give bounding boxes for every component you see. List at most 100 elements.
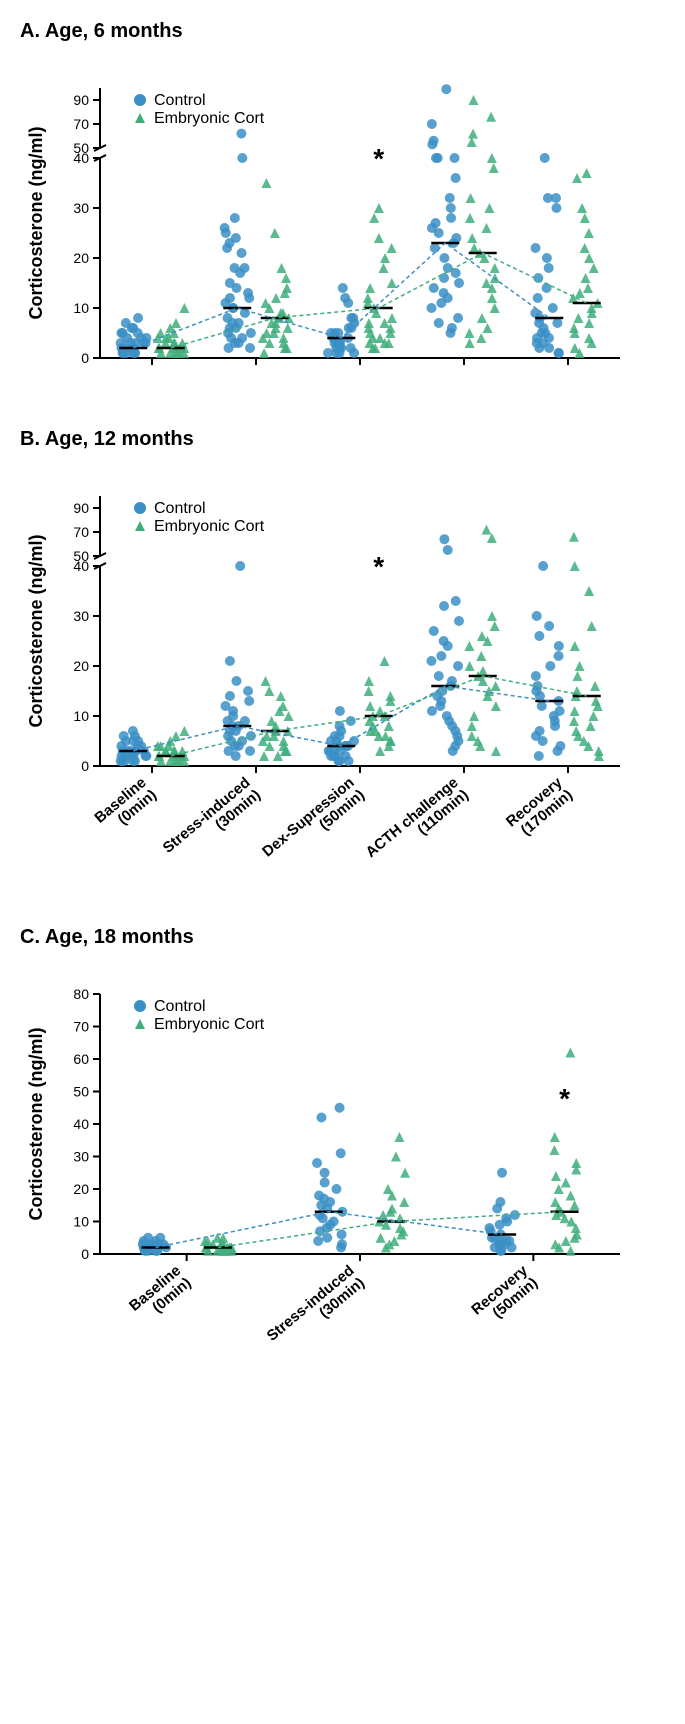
data-point (549, 1145, 559, 1155)
data-point (375, 333, 385, 343)
data-point (551, 193, 561, 203)
data-point (278, 333, 288, 343)
data-point (427, 119, 437, 129)
data-point (336, 1148, 346, 1158)
data-point (346, 313, 356, 323)
data-point (245, 343, 255, 353)
data-point (581, 273, 591, 283)
significance-marker: * (559, 1083, 570, 1114)
data-point (551, 203, 561, 213)
data-point (580, 243, 590, 253)
data-point (468, 95, 478, 105)
data-point (264, 686, 274, 696)
data-point (454, 616, 464, 626)
data-point (537, 701, 547, 711)
data-point (364, 686, 374, 696)
data-point (267, 716, 277, 726)
data-point (387, 243, 397, 253)
data-point (380, 253, 390, 263)
data-point (445, 193, 455, 203)
data-point (487, 293, 497, 303)
data-point (284, 711, 294, 721)
data-point (276, 691, 286, 701)
data-point (584, 253, 594, 263)
data-point (545, 661, 555, 671)
data-point (128, 726, 138, 736)
data-point (364, 676, 374, 686)
svg-text:70: 70 (73, 524, 89, 540)
panel-title: B. Age, 12 months (20, 428, 685, 451)
data-point (391, 1152, 401, 1162)
data-point (430, 243, 440, 253)
data-point (491, 681, 501, 691)
svg-text:0: 0 (81, 1246, 89, 1262)
svg-text:Corticosterone (ng/ml): Corticosterone (ng/ml) (26, 1027, 46, 1220)
data-point (591, 696, 601, 706)
data-point (364, 318, 374, 328)
svg-text:80: 80 (73, 986, 89, 1002)
svg-text:0: 0 (81, 758, 89, 774)
data-point (464, 641, 474, 651)
data-point (230, 263, 240, 273)
data-point (431, 218, 441, 228)
data-point (230, 213, 240, 223)
data-point (561, 1178, 571, 1188)
data-point (447, 676, 457, 686)
data-point (380, 656, 390, 666)
data-point (225, 293, 235, 303)
data-point (127, 323, 137, 333)
data-point (223, 313, 233, 323)
data-point (116, 756, 126, 766)
data-point (484, 203, 494, 213)
data-point (338, 283, 348, 293)
data-point (439, 601, 449, 611)
data-point (484, 1223, 494, 1233)
data-point (490, 263, 500, 273)
data-point (453, 313, 463, 323)
svg-text:90: 90 (73, 92, 89, 108)
data-point (469, 711, 479, 721)
data-point (282, 283, 292, 293)
data-point (431, 153, 441, 163)
data-point (531, 671, 541, 681)
data-point (225, 691, 235, 701)
data-point (531, 243, 541, 253)
data-point (469, 243, 479, 253)
data-point (530, 308, 540, 318)
data-point (439, 534, 449, 544)
data-point (426, 656, 436, 666)
data-point (565, 1048, 575, 1058)
data-point (447, 323, 457, 333)
data-point (385, 691, 395, 701)
data-point (443, 545, 453, 555)
data-point (451, 173, 461, 183)
data-point (584, 333, 594, 343)
data-point (577, 203, 587, 213)
svg-text:70: 70 (73, 116, 89, 132)
data-point (454, 278, 464, 288)
data-point (466, 193, 476, 203)
data-point (369, 213, 379, 223)
data-point (481, 525, 491, 535)
data-point (156, 328, 166, 338)
data-point (453, 661, 463, 671)
data-point (441, 84, 451, 94)
data-point (586, 721, 596, 731)
data-point (337, 1239, 347, 1249)
data-point (261, 676, 271, 686)
data-point (237, 248, 247, 258)
svg-text:Control: Control (154, 998, 206, 1015)
data-point (495, 1197, 505, 1207)
svg-text:30: 30 (73, 200, 89, 216)
data-point (244, 696, 254, 706)
data-point (365, 283, 375, 293)
data-point (259, 751, 269, 761)
data-point (271, 293, 281, 303)
data-point (320, 1168, 330, 1178)
data-point (439, 253, 449, 263)
data-point (387, 1204, 397, 1214)
data-point (116, 338, 126, 348)
data-point (487, 153, 497, 163)
data-point (554, 651, 564, 661)
data-point (378, 263, 388, 273)
